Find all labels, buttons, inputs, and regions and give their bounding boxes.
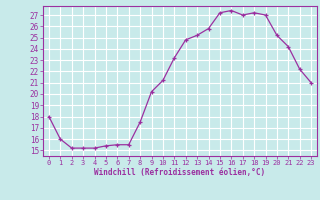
X-axis label: Windchill (Refroidissement éolien,°C): Windchill (Refroidissement éolien,°C) [94, 168, 266, 177]
